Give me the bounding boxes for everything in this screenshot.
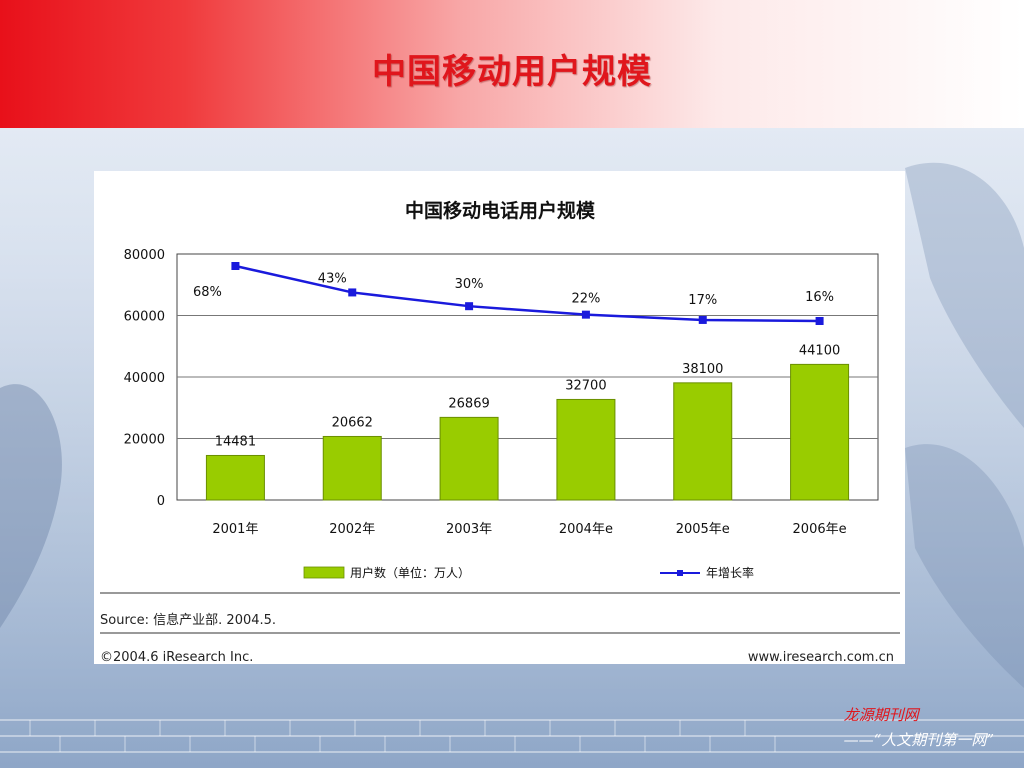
slide-title: 中国移动用户规模 xyxy=(372,52,652,92)
growth-rate-label: 17% xyxy=(688,293,717,308)
y-tick-label: 60000 xyxy=(124,310,165,325)
x-axis-ticks: 2001年 2002年 2003年 2004年e 2005年e 2006年e xyxy=(212,522,846,537)
copyright-note: ©2004.6 iResearch Inc. xyxy=(100,650,253,664)
bar xyxy=(439,416,499,501)
y-tick-label: 0 xyxy=(157,494,165,509)
bar-value-label: 14481 xyxy=(215,434,256,449)
growth-marker xyxy=(581,310,590,319)
bar-series xyxy=(205,363,850,501)
y-axis-ticks: 0 20000 40000 60000 80000 xyxy=(124,248,165,509)
y-tick-label: 20000 xyxy=(124,433,165,448)
footer-brand: 龙源期刊网 ——“人文期刊第一网” xyxy=(844,704,994,750)
website-link[interactable]: www.iresearch.com.cn xyxy=(748,650,894,664)
legend-line-marker xyxy=(677,570,683,576)
legend-bar-label: 用户数（单位：万人） xyxy=(350,565,470,580)
chart-title: 中国移动电话用户规模 xyxy=(405,199,596,222)
growth-line-series xyxy=(231,262,824,325)
y-tick-label: 80000 xyxy=(124,248,165,263)
x-tick-label: 2005年e xyxy=(676,522,730,537)
bar xyxy=(205,454,265,501)
bar xyxy=(556,398,616,501)
legend-line-label: 年增长率 xyxy=(706,565,754,580)
bar-value-labels: 14481 20662 26869 32700 38100 44100 xyxy=(215,343,841,449)
chart-svg: 中国移动电话用户规模 0 20000 40000 60000 80000 14481 20… xyxy=(100,199,900,664)
bar-value-label: 38100 xyxy=(682,362,723,377)
x-tick-label: 2004年e xyxy=(559,522,613,537)
x-tick-label: 2002年 xyxy=(329,522,375,537)
brand-name[interactable]: 龙源期刊网 xyxy=(843,706,919,724)
bar-value-label: 20662 xyxy=(332,415,373,430)
x-tick-label: 2006年e xyxy=(793,522,847,537)
bar-value-label: 44100 xyxy=(799,343,840,358)
growth-rate-label: 68% xyxy=(193,285,222,300)
growth-marker xyxy=(348,288,357,297)
growth-line xyxy=(235,264,820,323)
bar-value-label: 26869 xyxy=(448,396,489,411)
growth-rate-label: 22% xyxy=(571,292,600,307)
chart-panel: 中国移动电话用户规模 0 20000 40000 60000 80000 14481 20… xyxy=(94,171,905,664)
bar xyxy=(673,382,733,501)
x-tick-label: 2003年 xyxy=(446,522,492,537)
growth-rate-labels: 68% 43% 30% 22% 17% 16% xyxy=(193,271,834,308)
growth-marker xyxy=(231,262,240,270)
brand-tagline: ——“人文期刊第一网” xyxy=(843,731,994,749)
growth-marker xyxy=(465,302,474,311)
legend: 用户数（单位：万人） 年增长率 xyxy=(303,565,754,580)
gridlines xyxy=(177,315,878,439)
slide-header: 中国移动用户规模 xyxy=(0,0,1024,128)
growth-rate-label: 43% xyxy=(318,271,347,286)
bar xyxy=(322,435,382,501)
growth-marker xyxy=(815,317,824,325)
y-tick-label: 40000 xyxy=(124,371,165,386)
growth-rate-label: 30% xyxy=(455,277,484,292)
legend-bar-swatch xyxy=(303,566,345,579)
source-note: Source: 信息产业部. 2004.5. xyxy=(100,612,276,628)
x-tick-label: 2001年 xyxy=(212,522,258,537)
bar-value-label: 32700 xyxy=(565,378,606,393)
growth-rate-label: 16% xyxy=(805,290,834,305)
growth-marker xyxy=(698,315,707,324)
bar xyxy=(790,363,850,501)
